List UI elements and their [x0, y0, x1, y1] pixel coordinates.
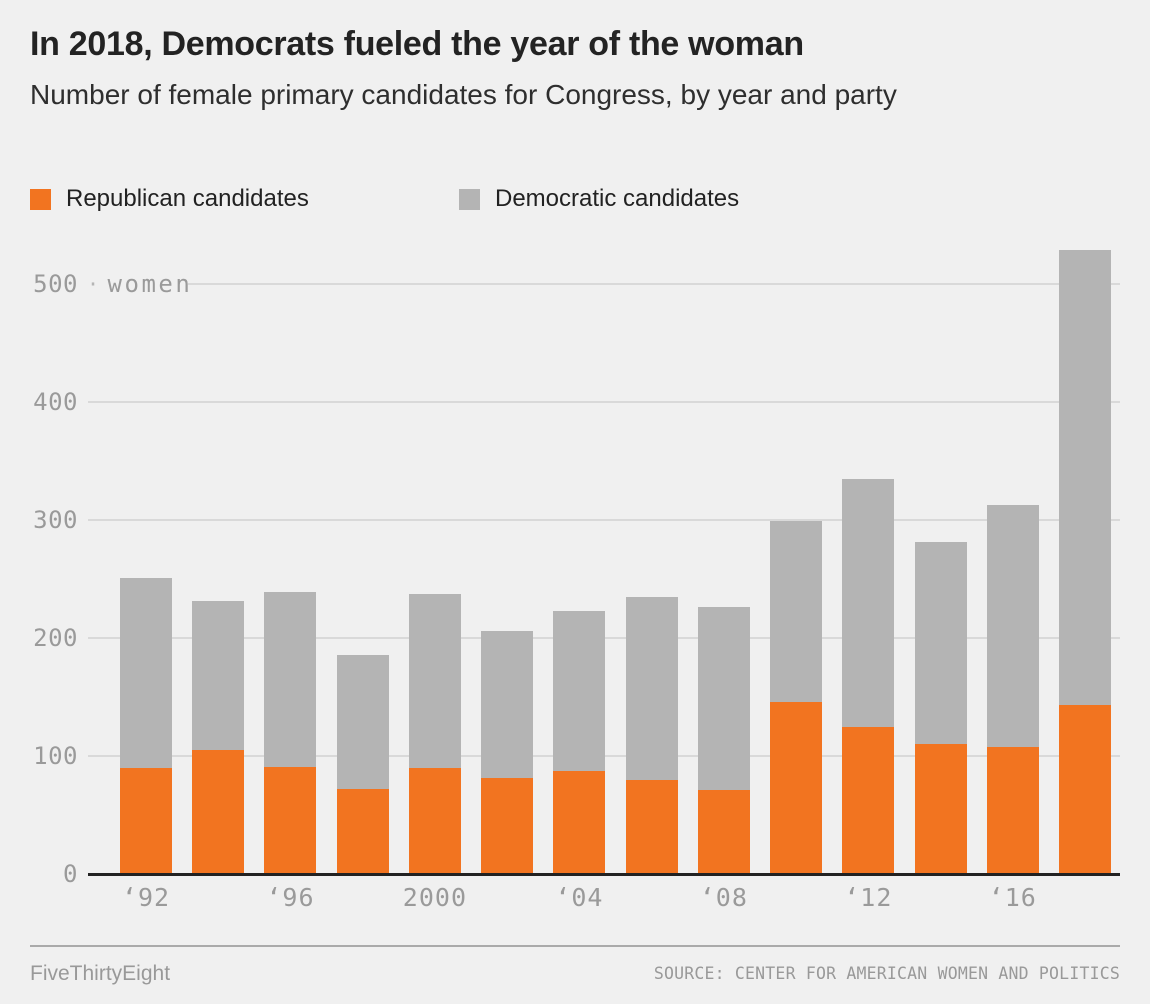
segment-democratic-2010: [770, 521, 823, 702]
segment-republican-2016: [986, 746, 1039, 874]
segment-republican-2004: [553, 771, 606, 874]
segment-republican-2012: [842, 726, 895, 874]
y-tick-label-400: 400: [18, 387, 78, 417]
x-tick-label-2016: ‘16: [988, 883, 1037, 912]
bar-2010: [770, 521, 823, 874]
bar-1994: [192, 601, 245, 874]
bar-2004: [553, 610, 606, 874]
x-axis-baseline: [88, 872, 1120, 876]
bar-2012: [842, 478, 895, 874]
x-tick-label-1996: ‘96: [266, 883, 315, 912]
chart-title: In 2018, Democrats fueled the year of th…: [30, 25, 804, 63]
y-tick-label-0: 0: [18, 859, 78, 889]
bar-2006: [625, 596, 678, 874]
segment-republican-1994: [192, 750, 245, 874]
bar-2018: [1058, 249, 1111, 874]
footer-divider: [30, 945, 1120, 947]
segment-democratic-2018: [1058, 249, 1111, 706]
gridline-400: [88, 401, 1120, 403]
segment-republican-1996: [264, 766, 317, 874]
y-tick-value: 200: [33, 624, 78, 652]
bar-2014: [914, 542, 967, 874]
y-tick-label-500: 500 · women: [18, 269, 192, 299]
segment-republican-2018: [1058, 705, 1111, 874]
segment-republican-2006: [625, 779, 678, 874]
gridline-500: [188, 283, 1120, 285]
legend-label-democratic: Democratic candidates: [495, 185, 740, 212]
segment-democratic-1998: [336, 654, 389, 790]
bar-2002: [481, 630, 534, 874]
y-tick-label-100: 100: [18, 741, 78, 771]
y-axis-unit-label: women: [107, 270, 193, 298]
segment-republican-1998: [336, 789, 389, 874]
segment-republican-1992: [120, 767, 172, 874]
segment-democratic-1996: [264, 592, 317, 767]
segment-democratic-2006: [625, 596, 678, 780]
x-tick-label-2012: ‘12: [844, 883, 893, 912]
y-tick-value: 400: [33, 388, 78, 416]
y-tick-value: 100: [33, 742, 78, 770]
x-tick-label-2000: 2000: [402, 883, 468, 912]
bar-2016: [986, 504, 1039, 874]
bar-1998: [336, 654, 389, 874]
segment-republican-2014: [914, 744, 967, 874]
segment-democratic-2012: [842, 478, 895, 727]
y-tick-label-200: 200: [18, 623, 78, 653]
segment-republican-2002: [481, 778, 534, 874]
bar-1992: [120, 577, 172, 874]
segment-democratic-2014: [914, 542, 967, 745]
segment-democratic-1994: [192, 601, 245, 751]
bar-2000: [408, 594, 461, 874]
legend-item-republican: Republican candidates: [30, 185, 309, 212]
x-tick-label-1992: ‘92: [121, 883, 171, 912]
legend-item-democratic: Democratic candidates: [459, 185, 740, 212]
segment-republican-2008: [697, 790, 750, 874]
legend-label-republican: Republican candidates: [66, 185, 309, 212]
segment-democratic-2004: [553, 610, 606, 772]
segment-republican-2000: [408, 767, 461, 874]
brand-fivethirtyeight: FiveThirtyEight: [30, 962, 171, 985]
y-tick-value: 0: [63, 860, 78, 888]
segment-democratic-2016: [986, 504, 1039, 747]
republican-swatch-icon: [30, 188, 51, 210]
democratic-swatch-icon: [459, 188, 480, 210]
segment-republican-2010: [770, 701, 823, 874]
segment-democratic-1992: [120, 577, 172, 768]
bar-1996: [264, 592, 317, 874]
y-tick-value: 300: [33, 506, 78, 534]
segment-democratic-2002: [481, 630, 534, 779]
segment-democratic-2008: [697, 607, 750, 791]
x-tick-label-2008: ‘08: [699, 883, 748, 912]
y-tick-value: 500: [33, 270, 78, 298]
unit-separator: ·: [87, 272, 100, 296]
x-tick-label-2004: ‘04: [555, 883, 604, 912]
segment-democratic-2000: [408, 594, 461, 768]
y-tick-label-300: 300: [18, 505, 78, 535]
source-credit: SOURCE: CENTER FOR AMERICAN WOMEN AND PO…: [653, 964, 1120, 983]
gridline-300: [88, 519, 1120, 521]
chart-subtitle: Number of female primary candidates for …: [30, 79, 897, 110]
bar-2008: [697, 607, 750, 874]
